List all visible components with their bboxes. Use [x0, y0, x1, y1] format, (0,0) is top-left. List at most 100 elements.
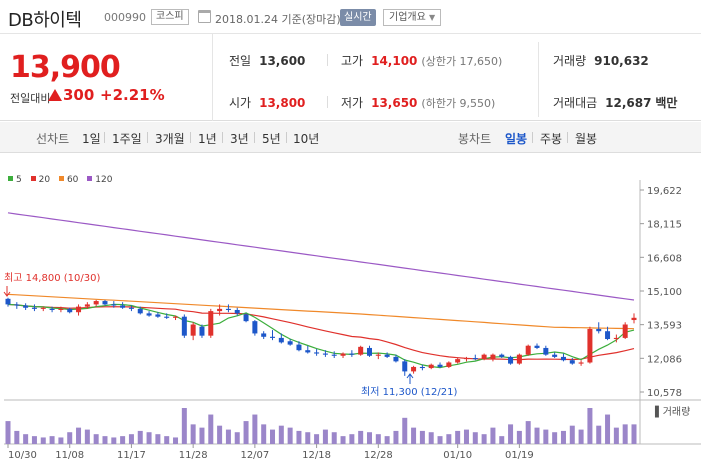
- volume-bar: [225, 429, 231, 444]
- candle-monthly[interactable]: 월봉: [575, 132, 598, 146]
- volume-bar: [411, 427, 417, 444]
- volume-bar: [14, 430, 20, 444]
- volume-bar: [278, 425, 284, 444]
- period-3month[interactable]: 3개월: [155, 132, 185, 146]
- up-triangle-icon: [48, 89, 62, 101]
- volume-bar: [349, 434, 355, 444]
- prev-close: 전일 13,600: [229, 52, 305, 69]
- legend-swatch: [30, 176, 36, 181]
- prev-close-label: 전일: [229, 54, 252, 68]
- candle-daily[interactable]: 일봉: [505, 132, 528, 146]
- volume-bar: [5, 421, 11, 444]
- candle-body: [587, 328, 593, 363]
- volume-bar: [173, 437, 179, 444]
- candle-body: [613, 337, 619, 340]
- period-1day[interactable]: 1일: [82, 132, 101, 146]
- candle-body: [199, 326, 205, 336]
- period-3year[interactable]: 3년: [230, 132, 249, 146]
- open-price: 시가 13,800: [229, 94, 305, 111]
- company-info-dropdown[interactable]: 기업개요 ▼: [383, 9, 442, 26]
- volume-bar: [181, 408, 187, 444]
- volume-bar: [534, 427, 540, 444]
- volume-bar: [622, 424, 628, 444]
- volume-bar: [31, 436, 37, 444]
- high-value: 14,100: [371, 54, 418, 68]
- volume: 거래량 910,632: [553, 52, 649, 69]
- lower-limit: (하한가 9,550): [421, 97, 496, 110]
- chart-period-bar: 선차트 1일 1주일 3개월 1년 3년 5년 10년 봉차트 일봉 주봉 월봉: [0, 122, 701, 153]
- legend-label: 20: [38, 175, 51, 185]
- legend-label: 60: [66, 175, 79, 185]
- volume-label: ▌거래량: [654, 405, 690, 418]
- candle-weekly[interactable]: 주봉: [540, 132, 563, 146]
- candle-body: [93, 301, 99, 305]
- volume-bar: [305, 432, 311, 444]
- candle-body: [23, 305, 29, 308]
- candle-body: [128, 307, 134, 309]
- realtime-button[interactable]: 실시간: [340, 9, 376, 26]
- candle-body: [58, 308, 64, 310]
- period-10year[interactable]: 10년: [293, 132, 320, 146]
- candle-body: [111, 304, 117, 306]
- chevron-down-icon: ▼: [429, 13, 436, 22]
- ma120-line: [7, 212, 635, 301]
- legend-ma5: 5: [8, 175, 22, 185]
- candle-body: [516, 354, 522, 364]
- volume-bar: [190, 424, 196, 444]
- legend-swatch: [58, 176, 64, 181]
- volume-bar: [120, 436, 126, 444]
- amount-value: 12,687: [605, 96, 652, 110]
- volume-bar: [137, 430, 143, 444]
- volume-bar: [375, 434, 381, 444]
- period-1week[interactable]: 1주일: [112, 132, 142, 146]
- volume-bar: [569, 425, 575, 444]
- market-badge: 코스피: [151, 9, 189, 25]
- volume-bar: [455, 430, 461, 444]
- x-tick-label: 12/18: [302, 450, 331, 461]
- candle-body: [322, 353, 328, 355]
- volume-bar: [146, 432, 152, 444]
- candle-body: [5, 298, 11, 305]
- volume-bar: [243, 421, 249, 444]
- candle-body: [569, 360, 575, 364]
- legend-ma20: 20: [30, 175, 51, 185]
- candle-body: [472, 358, 478, 360]
- candle-body: [40, 307, 46, 309]
- candle-body: [208, 311, 214, 336]
- y-tick-label: 10,578: [647, 388, 682, 399]
- candle-body: [393, 356, 399, 362]
- candle-body: [243, 314, 249, 322]
- candle-body: [455, 359, 461, 363]
- volume-bar: [366, 432, 372, 444]
- volume-bar: [490, 427, 496, 444]
- volume-bar: [199, 427, 205, 444]
- period-1year[interactable]: 1년: [198, 132, 217, 146]
- high-arrow: [3, 286, 11, 297]
- legend-swatch: [87, 176, 93, 181]
- candle-body: [437, 364, 443, 367]
- candle-body: [366, 347, 372, 356]
- legend-ma60: 60: [58, 175, 79, 185]
- volume-bar: [472, 432, 478, 444]
- prev-close-value: 13,600: [259, 54, 306, 68]
- candle-body: [49, 308, 55, 310]
- ma20-line: [7, 303, 635, 361]
- volume-bar: [393, 430, 399, 444]
- candle-body: [146, 313, 152, 316]
- candle-body: [543, 347, 549, 355]
- candle-body: [428, 364, 434, 369]
- volume-bar: [437, 436, 443, 444]
- volume-bar: [208, 414, 214, 444]
- volume-bar: [270, 429, 276, 444]
- x-tick-label: 01/10: [443, 450, 472, 461]
- price-summary: 13,900 전일대비 300 +2.21% 전일 13,600 고가 14,100…: [0, 34, 701, 121]
- period-5year[interactable]: 5년: [262, 132, 281, 146]
- volume-bar: [446, 434, 452, 444]
- candle-chart-label: 봉차트: [458, 132, 492, 146]
- open-label: 시가: [229, 96, 252, 110]
- y-tick-label: 19,622: [647, 186, 682, 197]
- ma-legend: 5 20 60 120: [8, 175, 118, 185]
- volume-bar: [340, 436, 346, 444]
- volume-bar: [234, 432, 240, 444]
